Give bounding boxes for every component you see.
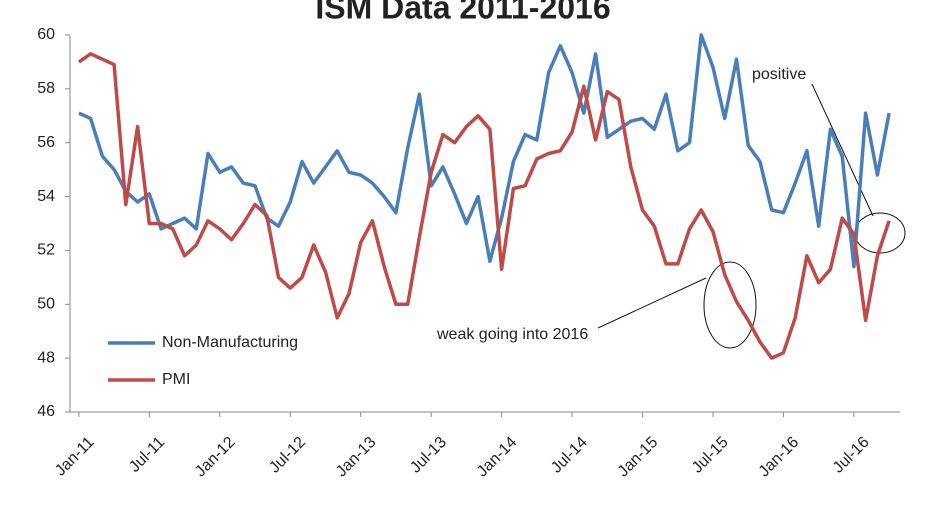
x-tick-label: Jan-11	[52, 434, 98, 480]
x-tick-label: Jan-12	[192, 434, 239, 481]
series-line	[77, 52, 891, 360]
y-tick-label: 60	[37, 26, 55, 43]
y-tick-label: 56	[37, 134, 55, 151]
annotation: weak going into 2016	[436, 326, 588, 343]
y-tick-label: 48	[37, 349, 55, 366]
y-tick-label: 58	[37, 80, 55, 97]
y-tick-label: 54	[37, 188, 55, 205]
series-line	[78, 33, 891, 269]
annotation-arrow	[597, 277, 707, 329]
legend-label: PMI	[162, 371, 190, 388]
x-tick-label: Jul-13	[407, 434, 450, 477]
annotation: positive	[752, 66, 806, 83]
x-tick-label: Jan-14	[474, 434, 521, 481]
annotation-ellipse	[703, 261, 757, 349]
x-tick-label: Jan-13	[333, 434, 380, 481]
x-tick-label: Jul-14	[548, 434, 591, 477]
y-tick-label: 46	[37, 403, 55, 420]
x-tick-label: Jul-16	[830, 434, 873, 477]
y-tick-label: 50	[37, 296, 55, 313]
x-tick-label: Jul-11	[126, 434, 168, 476]
x-tick-label: Jan-15	[615, 434, 662, 481]
chart-title: ISM Data 2011-2016	[315, 0, 610, 25]
x-tick-label: Jul-12	[266, 434, 309, 477]
legend-label: Non-Manufacturing	[162, 334, 298, 351]
annotation-arrow	[811, 83, 874, 217]
y-tick-label: 52	[37, 242, 55, 259]
x-tick-label: Jan-16	[756, 434, 803, 481]
x-tick-label: Jul-15	[689, 434, 732, 477]
